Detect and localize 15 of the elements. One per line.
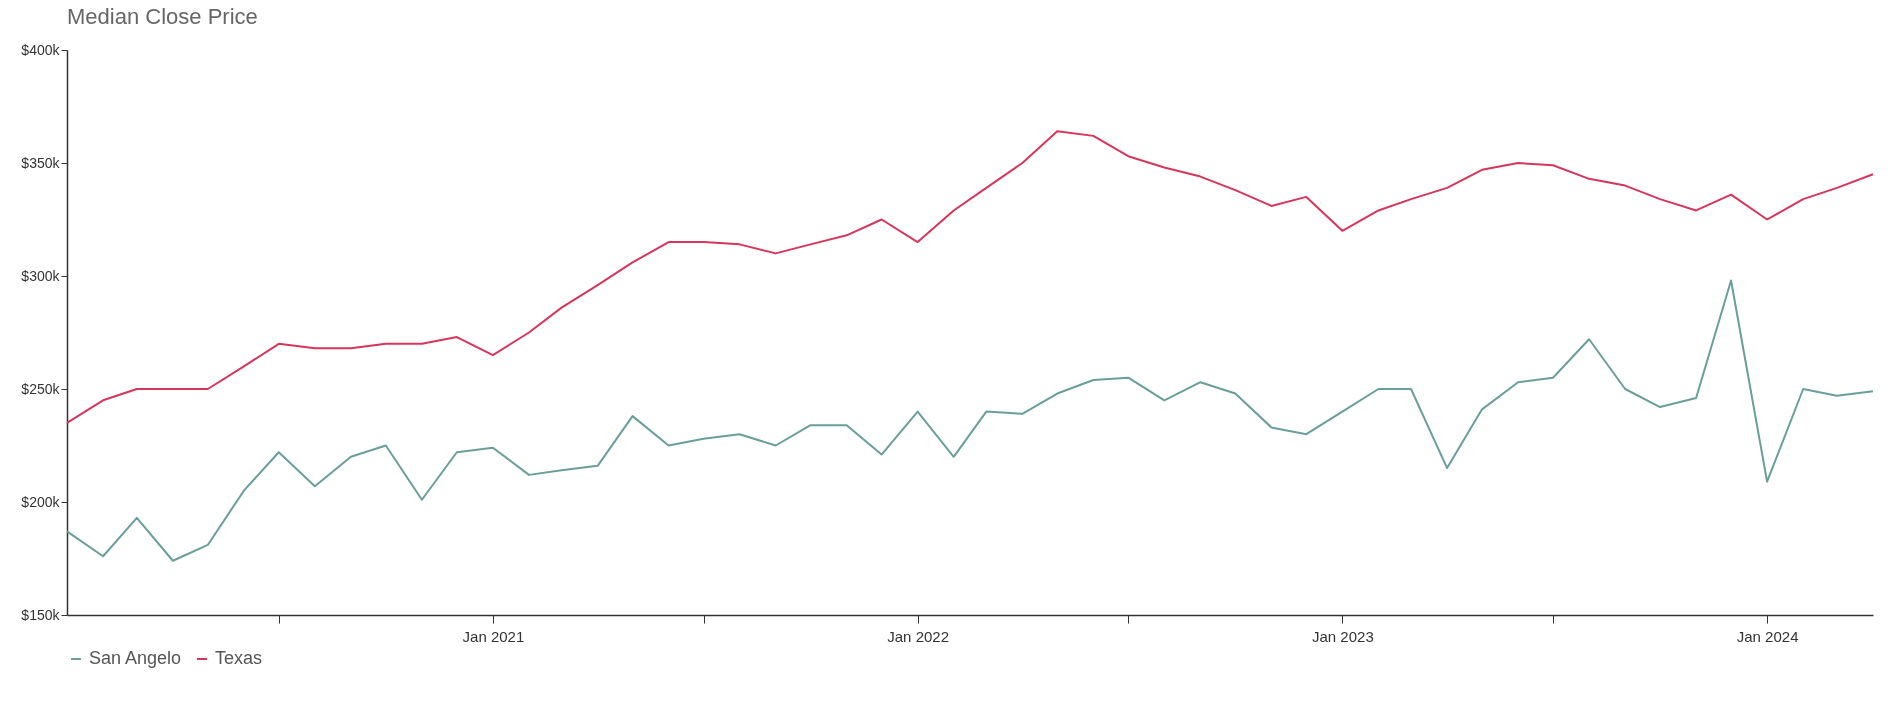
y-tick-label: $150k	[21, 606, 61, 623]
y-tick-label: $400k	[21, 41, 61, 58]
y-tick-label: $200k	[21, 493, 61, 510]
y-tick-label: $250k	[21, 380, 61, 397]
legend-label: San Angelo	[89, 648, 182, 668]
line-series	[66, 130, 1874, 424]
line-series	[66, 279, 1874, 562]
x-tick-label: Jan 2021	[462, 627, 525, 645]
y-tick-label: $300k	[21, 267, 61, 284]
chart-title: Median Close Price	[67, 4, 258, 29]
legend-label: Texas	[215, 648, 263, 668]
x-tick-label: Jan 2023	[1312, 627, 1374, 645]
y-tick-label: $350k	[21, 154, 61, 171]
x-tick-label: Jan 2022	[887, 627, 949, 645]
x-tick-label: Jan 2024	[1736, 627, 1799, 645]
